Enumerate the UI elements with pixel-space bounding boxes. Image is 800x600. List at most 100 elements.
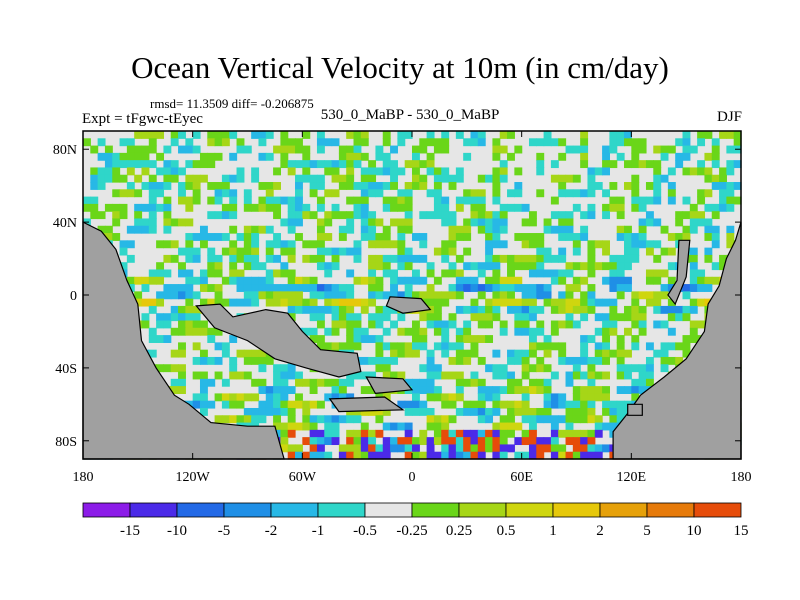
field-cell xyxy=(521,364,530,373)
field-cell xyxy=(667,189,676,198)
field-cell xyxy=(455,451,464,460)
field-cell xyxy=(477,211,486,220)
field-cell xyxy=(580,356,589,365)
field-cell xyxy=(251,131,260,139)
field-cell xyxy=(580,349,589,358)
field-cell xyxy=(580,276,589,285)
field-cell xyxy=(229,174,238,183)
field-cell xyxy=(119,152,128,161)
field-cell xyxy=(587,174,596,183)
field-cell xyxy=(528,327,537,336)
colorbar-swatch xyxy=(223,502,272,518)
field-cell xyxy=(280,407,289,416)
field-cell xyxy=(448,356,457,365)
colorbar-swatch xyxy=(505,502,554,518)
field-cell xyxy=(324,160,333,169)
field-cell xyxy=(207,284,216,292)
field-cell xyxy=(338,211,347,220)
field-cell xyxy=(499,174,508,183)
field-cell xyxy=(360,189,369,198)
field-cell xyxy=(580,444,589,453)
x-tick-label: 120E xyxy=(617,470,647,485)
field-cell xyxy=(653,291,662,300)
field-cell xyxy=(492,400,501,409)
field-cell xyxy=(711,174,720,183)
field-cell xyxy=(572,415,581,424)
field-cell xyxy=(528,378,537,387)
field-cell xyxy=(287,160,296,169)
field-cell xyxy=(543,444,552,453)
field-cell xyxy=(229,400,238,409)
field-cell xyxy=(360,131,369,139)
field-cell xyxy=(499,364,508,373)
field-cell xyxy=(580,305,589,314)
field-cell xyxy=(185,138,194,147)
field-cell xyxy=(324,211,333,220)
field-cell xyxy=(492,262,501,271)
colorbar-label: 10 xyxy=(687,523,702,539)
field-cell xyxy=(404,451,413,460)
land-inner-continent-south xyxy=(195,303,362,378)
field-cell xyxy=(214,233,223,241)
field-cell xyxy=(178,196,186,205)
field-cell xyxy=(682,342,691,351)
field-cell xyxy=(448,320,457,329)
field-cell xyxy=(463,349,472,358)
field-cell xyxy=(667,196,676,205)
field-cell xyxy=(141,298,150,307)
field-cell xyxy=(426,189,435,198)
field-cell xyxy=(316,240,325,249)
field-cell xyxy=(514,327,523,336)
field-cell xyxy=(638,138,647,147)
field-cell xyxy=(536,291,545,300)
field-cell xyxy=(258,225,267,234)
field-cell xyxy=(477,138,486,147)
field-cell xyxy=(382,167,391,176)
field-cell xyxy=(163,211,172,220)
field-cell xyxy=(536,444,545,453)
field-cell xyxy=(711,262,720,271)
field-cell xyxy=(675,342,684,351)
field-cell xyxy=(602,262,610,271)
field-cell xyxy=(295,160,303,169)
field-cell xyxy=(287,371,296,380)
field-cell xyxy=(653,349,662,358)
field-cell xyxy=(287,269,296,278)
field-cell xyxy=(441,145,450,154)
field-cell xyxy=(265,284,274,292)
field-cell xyxy=(338,444,347,453)
field-cell xyxy=(280,429,289,438)
field-cell xyxy=(689,262,698,271)
field-cell xyxy=(565,451,574,460)
field-cell xyxy=(704,152,713,161)
field-cell xyxy=(258,407,267,416)
field-cell xyxy=(412,437,420,446)
field-cell xyxy=(236,269,245,278)
field-cell xyxy=(477,415,486,424)
field-cell xyxy=(104,233,113,241)
field-cell xyxy=(689,203,698,212)
field-cell xyxy=(251,349,260,358)
field-cell xyxy=(214,393,223,402)
field-cell xyxy=(543,254,552,263)
field-cell xyxy=(572,407,581,416)
field-cell xyxy=(295,444,303,453)
field-cell xyxy=(528,342,537,351)
field-cell xyxy=(565,305,574,314)
field-cell xyxy=(331,422,340,431)
field-cell xyxy=(163,203,172,212)
field-cell xyxy=(353,211,362,220)
field-cell xyxy=(243,276,252,285)
field-cell xyxy=(295,138,303,147)
field-cell xyxy=(697,131,706,139)
field-cell xyxy=(119,262,128,271)
field-cell xyxy=(704,225,713,234)
field-cell xyxy=(148,189,157,198)
field-cell xyxy=(309,174,318,183)
field-cell xyxy=(477,320,486,329)
field-cell xyxy=(426,386,435,394)
field-cell xyxy=(667,233,676,241)
field-cell xyxy=(236,349,245,358)
field-cell xyxy=(507,203,515,212)
field-cell xyxy=(455,349,464,358)
